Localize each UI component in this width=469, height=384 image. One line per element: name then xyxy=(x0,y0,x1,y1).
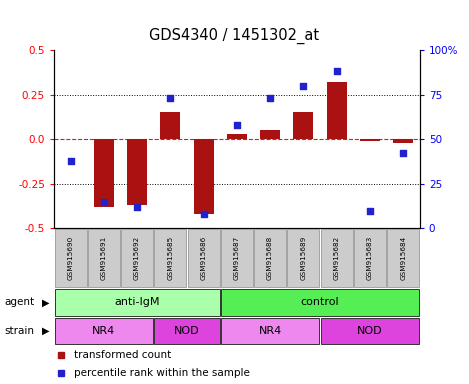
FancyBboxPatch shape xyxy=(188,229,219,287)
Text: GSM915684: GSM915684 xyxy=(400,236,406,280)
FancyBboxPatch shape xyxy=(54,318,153,344)
Text: GSM915692: GSM915692 xyxy=(134,236,140,280)
Text: anti-IgM: anti-IgM xyxy=(114,297,160,308)
Point xyxy=(67,157,74,164)
Text: control: control xyxy=(301,297,339,308)
Point xyxy=(266,95,274,101)
FancyBboxPatch shape xyxy=(321,318,419,344)
FancyBboxPatch shape xyxy=(221,229,253,287)
FancyBboxPatch shape xyxy=(287,229,319,287)
Point xyxy=(366,208,374,214)
FancyBboxPatch shape xyxy=(221,318,319,344)
Point xyxy=(300,83,307,89)
Text: NOD: NOD xyxy=(357,326,383,336)
Bar xyxy=(260,130,280,139)
Point xyxy=(333,68,340,74)
Bar xyxy=(393,139,413,143)
Text: transformed count: transformed count xyxy=(74,350,171,360)
FancyBboxPatch shape xyxy=(154,229,186,287)
FancyBboxPatch shape xyxy=(321,229,353,287)
Text: GSM915687: GSM915687 xyxy=(234,236,240,280)
Text: GSM915690: GSM915690 xyxy=(68,236,74,280)
Point xyxy=(233,122,241,128)
FancyBboxPatch shape xyxy=(154,318,219,344)
Text: ▶: ▶ xyxy=(42,297,49,308)
FancyBboxPatch shape xyxy=(121,229,153,287)
Text: GSM915689: GSM915689 xyxy=(300,236,306,280)
Bar xyxy=(360,139,380,141)
Bar xyxy=(127,139,147,205)
Text: percentile rank within the sample: percentile rank within the sample xyxy=(74,367,250,377)
Text: GSM915685: GSM915685 xyxy=(167,236,174,280)
FancyBboxPatch shape xyxy=(221,289,419,316)
Text: strain: strain xyxy=(5,326,35,336)
FancyBboxPatch shape xyxy=(88,229,120,287)
Point xyxy=(100,199,107,205)
Bar xyxy=(326,82,347,139)
Text: ▶: ▶ xyxy=(42,326,49,336)
Bar xyxy=(227,134,247,139)
Point xyxy=(400,151,407,157)
Text: NR4: NR4 xyxy=(258,326,282,336)
Text: NOD: NOD xyxy=(174,326,200,336)
Text: NR4: NR4 xyxy=(92,326,115,336)
Text: GSM915682: GSM915682 xyxy=(333,236,340,280)
Point xyxy=(133,204,141,210)
FancyBboxPatch shape xyxy=(354,229,386,287)
Bar xyxy=(160,113,180,139)
Point xyxy=(200,211,207,217)
Bar xyxy=(94,139,114,207)
Text: agent: agent xyxy=(5,297,35,308)
FancyBboxPatch shape xyxy=(54,289,219,316)
Text: GSM915683: GSM915683 xyxy=(367,236,373,280)
FancyBboxPatch shape xyxy=(387,229,419,287)
Text: GSM915691: GSM915691 xyxy=(101,236,107,280)
Bar xyxy=(294,113,313,139)
FancyBboxPatch shape xyxy=(254,229,286,287)
Bar xyxy=(194,139,213,214)
Point xyxy=(166,95,174,101)
FancyBboxPatch shape xyxy=(54,229,86,287)
Text: GDS4340 / 1451302_at: GDS4340 / 1451302_at xyxy=(150,28,319,44)
Text: GSM915686: GSM915686 xyxy=(201,236,206,280)
Text: GSM915688: GSM915688 xyxy=(267,236,273,280)
